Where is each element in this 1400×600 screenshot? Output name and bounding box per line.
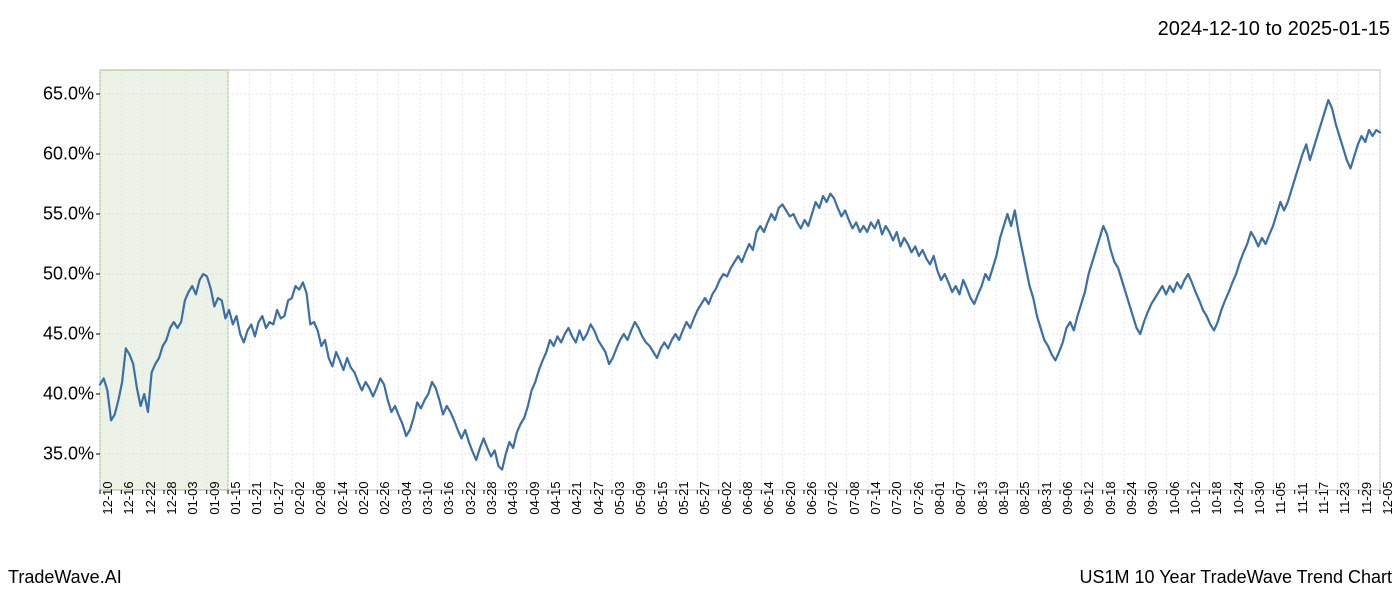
x-tick-label: 04-27 — [591, 481, 606, 514]
y-tick-label: 55.0% — [43, 204, 94, 225]
x-tick-label: 08-07 — [953, 481, 968, 514]
x-tick-label: 11-23 — [1337, 482, 1352, 514]
y-tick-label: 65.0% — [43, 84, 94, 105]
x-tick-label: 01-15 — [228, 481, 243, 514]
x-tick-label: 02-26 — [377, 481, 392, 514]
x-tick-label: 12-22 — [143, 481, 158, 514]
x-tick-label: 02-02 — [292, 481, 307, 514]
x-tick-label: 07-14 — [868, 481, 883, 514]
x-tick-label: 04-21 — [569, 481, 584, 514]
x-tick-label: 01-27 — [271, 481, 286, 514]
x-tick-label: 11-17 — [1316, 482, 1331, 514]
x-tick-label: 09-12 — [1081, 481, 1096, 514]
x-tick-label: 06-08 — [740, 481, 755, 514]
x-tick-label: 04-15 — [548, 481, 563, 514]
x-tick-label: 07-20 — [889, 481, 904, 514]
x-tick-label: 05-03 — [612, 481, 627, 514]
x-tick-label: 07-26 — [911, 481, 926, 514]
y-tick-label: 45.0% — [43, 324, 94, 345]
date-range-label: 2024-12-10 to 2025-01-15 — [1158, 18, 1390, 41]
x-tick-label: 05-21 — [676, 481, 691, 514]
x-tick-label: 06-20 — [783, 481, 798, 514]
x-tick-label: 01-09 — [207, 481, 222, 514]
x-tick-label: 01-03 — [185, 481, 200, 514]
x-tick-label: 07-08 — [847, 481, 862, 514]
x-tick-label: 09-24 — [1124, 481, 1139, 514]
x-tick-label: 10-06 — [1167, 481, 1182, 514]
x-tick-label: 08-01 — [932, 481, 947, 514]
x-tick-label: 09-06 — [1060, 481, 1075, 514]
trend-chart: 35.0%40.0%45.0%50.0%55.0%60.0%65.0% 12-1… — [100, 70, 1380, 490]
x-tick-label: 10-12 — [1188, 481, 1203, 514]
x-tick-label: 12-16 — [121, 481, 136, 514]
x-tick-label: 02-14 — [335, 481, 350, 514]
x-tick-label: 12-28 — [164, 481, 179, 514]
x-tick-label: 04-09 — [527, 481, 542, 514]
x-tick-label: 12-10 — [100, 481, 115, 514]
x-tick-label: 06-26 — [804, 481, 819, 514]
x-tick-label: 05-15 — [655, 481, 670, 514]
x-tick-label: 02-20 — [356, 481, 371, 514]
x-tick-label: 08-13 — [975, 481, 990, 514]
x-tick-label: 08-25 — [1017, 481, 1032, 514]
x-tick-label: 08-31 — [1039, 481, 1054, 514]
x-tick-label: 08-19 — [996, 481, 1011, 514]
x-tick-label: 03-16 — [441, 481, 456, 514]
x-tick-label: 12-05 — [1380, 481, 1395, 514]
x-tick-label: 11-05 — [1273, 482, 1288, 514]
x-tick-label: 09-18 — [1103, 481, 1118, 514]
x-tick-label: 03-04 — [399, 481, 414, 514]
x-tick-label: 03-22 — [463, 481, 478, 514]
x-tick-label: 07-02 — [825, 481, 840, 514]
x-tick-label: 06-14 — [761, 481, 776, 514]
x-tick-label: 11-11 — [1295, 482, 1310, 513]
brand-label: TradeWave.AI — [8, 567, 122, 588]
x-tick-label: 05-09 — [633, 481, 648, 514]
x-tick-label: 01-21 — [249, 481, 264, 514]
x-tick-label: 06-02 — [719, 481, 734, 514]
y-tick-label: 60.0% — [43, 144, 94, 165]
x-tick-label: 05-27 — [697, 481, 712, 514]
y-tick-label: 40.0% — [43, 384, 94, 405]
x-tick-label: 03-28 — [484, 481, 499, 514]
x-tick-label: 10-24 — [1231, 481, 1246, 514]
x-tick-label: 02-08 — [313, 481, 328, 514]
x-tick-label: 09-30 — [1145, 481, 1160, 514]
x-tick-label: 03-10 — [420, 481, 435, 514]
y-tick-label: 35.0% — [43, 444, 94, 465]
y-tick-label: 50.0% — [43, 264, 94, 285]
x-tick-label: 10-30 — [1252, 481, 1267, 514]
x-tick-label: 11-29 — [1359, 482, 1374, 514]
x-tick-label: 04-03 — [505, 481, 520, 514]
chart-title: US1M 10 Year TradeWave Trend Chart — [1080, 567, 1393, 588]
x-tick-label: 10-18 — [1209, 481, 1224, 514]
